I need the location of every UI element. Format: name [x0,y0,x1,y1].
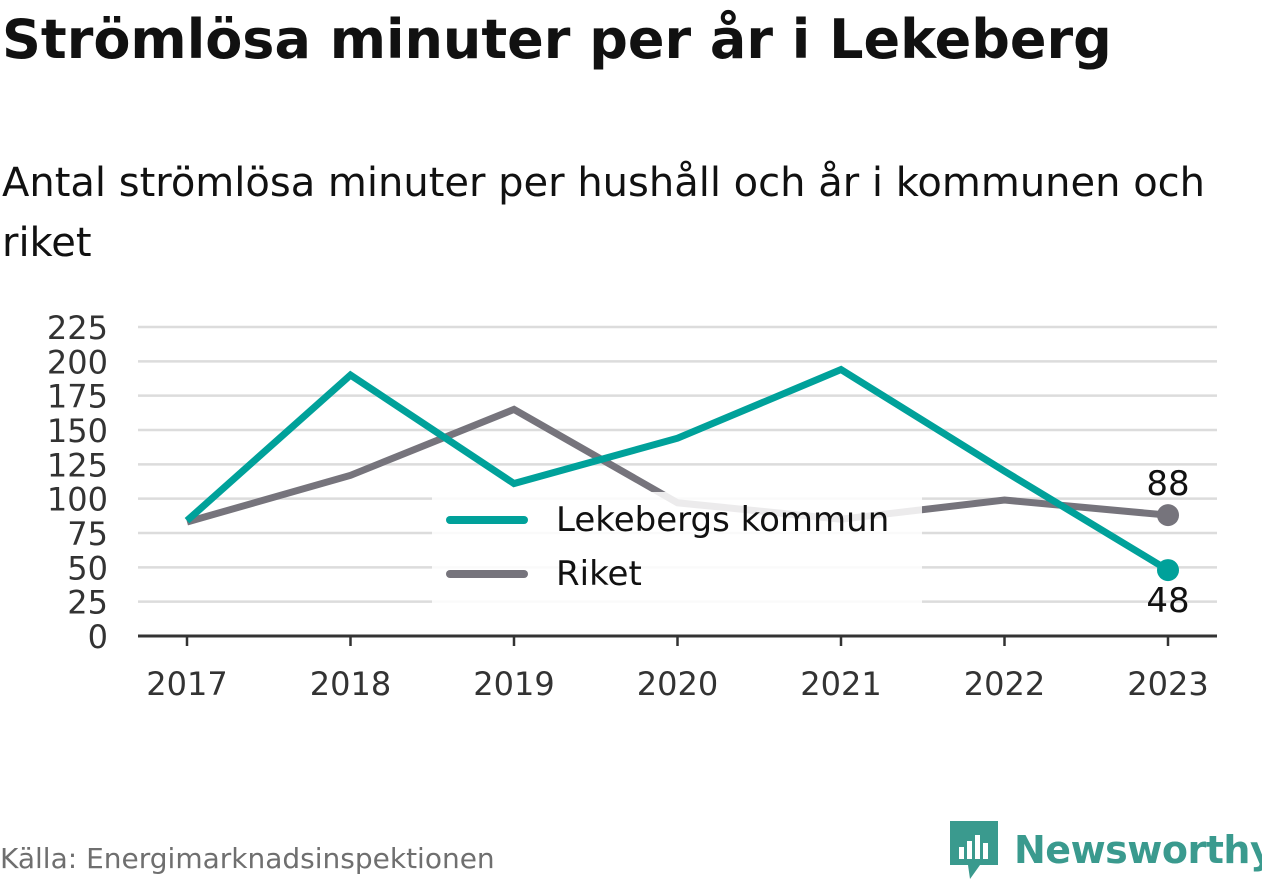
x-axis: 2017 2018 2019 2020 2021 2022 2023 [138,634,1217,703]
legend-swatch-lekeberg [446,516,528,524]
y-tick-label: 0 [88,618,108,656]
end-point-riket [1157,504,1179,527]
x-tick-label: 2021 [800,665,881,703]
y-tick-label: 25 [67,584,108,622]
x-tick-label: 2020 [637,665,718,703]
y-tick-label: 200 [47,343,108,381]
series-line-lekeberg [184,365,1170,574]
brand-name: Newsworthy [1014,828,1262,872]
y-tick-label: 50 [67,549,108,587]
legend-label-lekeberg: Lekebergs kommun [556,500,890,540]
newsworthy-logo-icon [950,821,998,879]
chart-subtitle: Antal strömlösa minuter per hushåll och … [2,160,1206,266]
x-tick-label: 2023 [1127,665,1208,703]
end-point-lekeberg [1157,559,1179,582]
x-tick-label: 2017 [146,665,227,703]
y-tick-label: 150 [47,412,108,450]
end-label-riket: 88 [1146,464,1189,504]
end-label-lekeberg: 48 [1146,581,1189,621]
y-tick-label: 125 [47,446,108,484]
legend-item-lekeberg: Lekebergs kommun [446,500,889,540]
legend-item-riket: Riket [446,554,642,594]
legend-swatch-riket [446,570,528,578]
y-tick-label: 75 [67,515,108,553]
y-tick-label: 225 [47,309,108,347]
x-tick-label: 2018 [310,665,391,703]
legend: Lekebergs kommun Riket [432,492,922,604]
y-tick-label: 100 [47,481,108,519]
brand[interactable]: Newsworthy [950,820,1262,880]
chart-title: Strömlösa minuter per år i Lekeberg [2,8,1112,71]
x-tick-label: 2022 [964,665,1045,703]
x-tick-label: 2019 [473,665,554,703]
end-labels: 88 48 [1146,464,1189,621]
y-tick-label: 175 [47,378,108,416]
legend-label-riket: Riket [556,554,642,594]
source-note: Källa: Energimarknadsinspektionen [0,842,495,875]
